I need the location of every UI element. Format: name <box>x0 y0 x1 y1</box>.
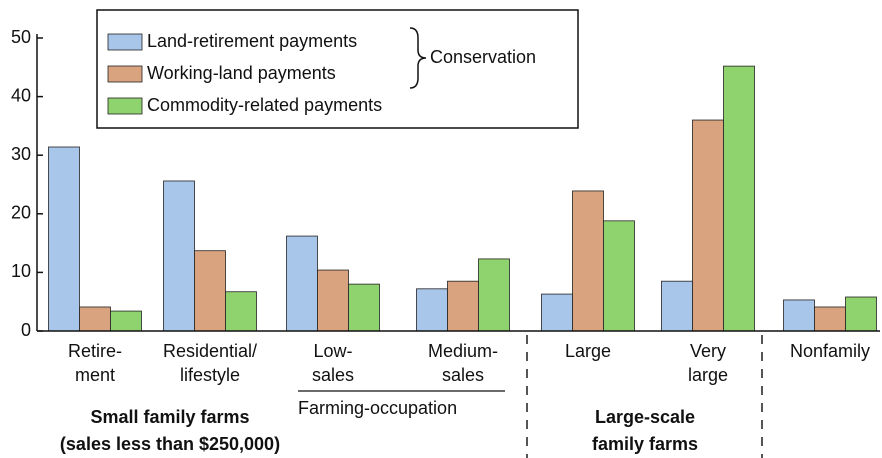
x-tick-label: Medium- <box>428 341 498 361</box>
bar <box>572 190 604 332</box>
bar <box>416 288 448 332</box>
bar <box>541 293 573 332</box>
y-tick-label: 0 <box>21 320 31 340</box>
y-tick-label: 30 <box>11 144 31 164</box>
legend-label: Commodity-related payments <box>147 95 382 115</box>
conservation-label: Conservation <box>430 47 536 67</box>
bar <box>225 291 257 332</box>
x-tick-label: ment <box>75 365 115 385</box>
y-tick-label: 10 <box>11 261 31 281</box>
x-tick-label: sales <box>312 365 354 385</box>
group-label: Small family farms <box>90 407 249 427</box>
group-label: Farming-occupation <box>298 398 457 418</box>
x-tick-label: lifestyle <box>180 365 240 385</box>
x-tick-label: Retire- <box>68 341 122 361</box>
bar <box>194 250 226 332</box>
bar <box>661 280 693 332</box>
legend-label: Working-land payments <box>147 63 336 83</box>
bar <box>163 180 195 332</box>
y-tick-label: 20 <box>11 203 31 223</box>
bar <box>603 220 635 332</box>
legend-swatch <box>107 33 143 51</box>
legend-swatch <box>107 97 143 115</box>
bar <box>447 280 479 332</box>
x-tick-label: Residential/ <box>163 341 257 361</box>
x-tick-label: Very <box>690 341 726 361</box>
bar <box>845 296 877 332</box>
legend-box <box>96 9 579 129</box>
bar <box>783 299 815 332</box>
y-tick-label: 50 <box>11 27 31 47</box>
x-tick-label: Large <box>565 341 611 361</box>
bar <box>478 258 510 332</box>
group-label: Large-scale <box>595 407 695 427</box>
group-label: (sales less than $250,000) <box>60 434 280 454</box>
bar <box>814 306 846 332</box>
bar <box>317 269 349 332</box>
bar <box>48 146 80 332</box>
group-label: family farms <box>592 434 698 454</box>
bar <box>723 65 755 332</box>
x-tick-label: large <box>688 365 728 385</box>
legend-label: Land-retirement payments <box>147 31 357 51</box>
bar <box>286 235 318 332</box>
legend-brace <box>409 27 427 89</box>
x-tick-label: Nonfamily <box>790 341 870 361</box>
y-tick-label: 40 <box>11 85 31 105</box>
x-tick-label: sales <box>442 365 484 385</box>
bar <box>692 119 724 332</box>
bar <box>348 283 380 332</box>
x-tick-label: Low- <box>313 341 352 361</box>
bar <box>79 306 111 332</box>
bar <box>110 310 142 332</box>
legend-swatch <box>107 65 143 83</box>
